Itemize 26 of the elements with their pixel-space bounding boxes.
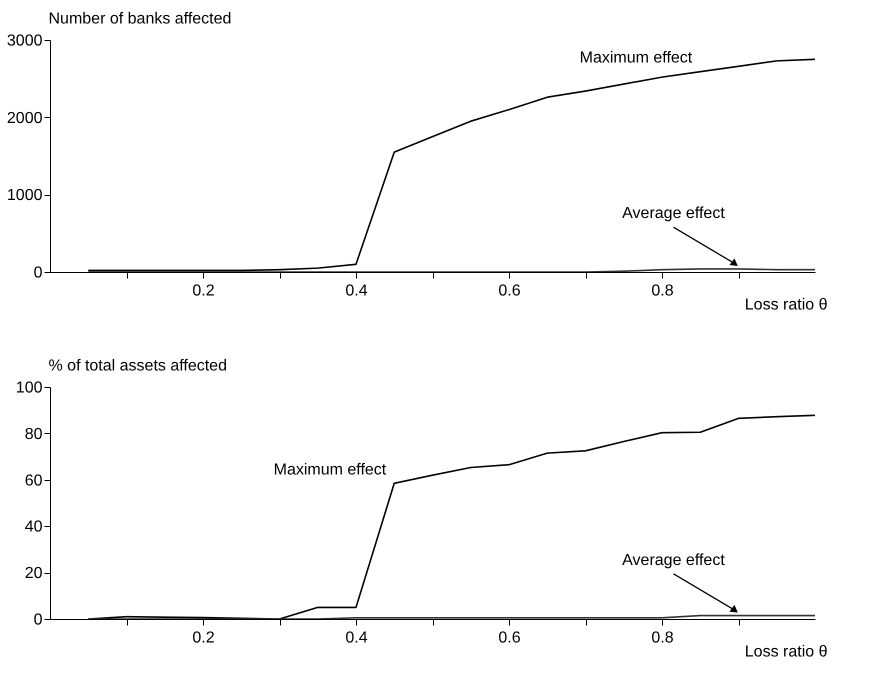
- annotation: Average effect: [622, 205, 726, 222]
- y-tick-label: 0: [34, 612, 43, 628]
- y-tick-label: 40: [24, 518, 43, 536]
- y-tick-label: 2000: [6, 110, 43, 127]
- x-tick-label: 0.2: [192, 630, 215, 646]
- annotation: Average effect: [622, 552, 726, 569]
- y-tick-label: 0: [34, 264, 43, 282]
- x-axis-title: Loss ratio θ: [744, 644, 828, 660]
- y-tick-label: 20: [24, 565, 43, 582]
- x-tick-label: 0.6: [498, 282, 521, 300]
- y-tick-label: 3000: [6, 32, 43, 50]
- x-tick-label: 0.2: [192, 282, 215, 300]
- y-tick-label: 80: [24, 426, 43, 443]
- x-tick-label: 0.8: [651, 630, 674, 646]
- x-axis-title: Loss ratio θ: [744, 296, 828, 314]
- y-axis-title: Number of banks affected: [48, 10, 232, 28]
- y-tick-label: 1000: [6, 187, 43, 204]
- x-tick-label: 0.4: [345, 282, 368, 300]
- y-tick-label: 60: [24, 472, 43, 490]
- y-tick-label: 100: [16, 380, 43, 396]
- x-tick-label: 0.8: [651, 282, 674, 300]
- annotation: Maximum effect: [580, 50, 693, 67]
- annotation: Maximum effect: [274, 461, 387, 478]
- y-axis-title: % of total assets affected: [48, 358, 227, 374]
- x-tick-label: 0.4: [345, 630, 368, 646]
- x-tick-label: 0.6: [498, 630, 521, 646]
